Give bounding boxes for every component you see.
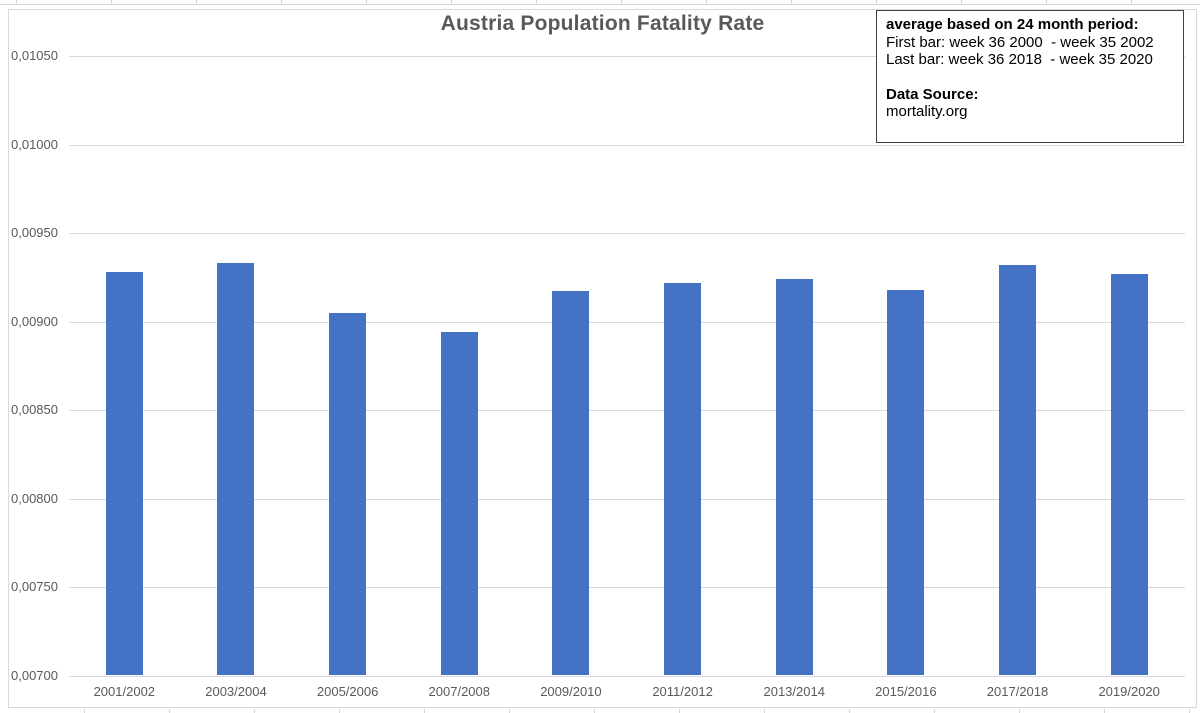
bar-2013-2014 (775, 279, 813, 676)
x-axis-tick-label: 2015/2016 (875, 684, 937, 699)
y-axis-tick-label: 0,00800 (11, 490, 58, 506)
x-axis-tick-label: 2005/2006 (316, 684, 379, 699)
annotation-spacer (886, 69, 1177, 86)
chart-title: Austria Population Fatality Rate (440, 12, 765, 35)
bar-2003-2004 (217, 263, 255, 676)
annotation-box: average based on 24 month period: First … (876, 10, 1184, 143)
annotation-source-value: mortality.org (886, 103, 968, 120)
x-axis-tick-label: 2007/2008 (428, 684, 490, 699)
bar-2009-2010 (552, 291, 590, 676)
x-axis-tick-label: 2009/2010 (540, 684, 602, 699)
annotation-last-bar: Last bar: week 36 2018 - week 35 2020 (886, 51, 1153, 68)
gridline (68, 233, 1185, 234)
bar-2005-2006 (329, 312, 367, 676)
y-axis-tick-label: 0,00900 (11, 313, 58, 329)
y-axis-tick-label: 0,01000 (11, 136, 58, 152)
x-axis-tick-label: 2019/2020 (1098, 684, 1160, 699)
spreadsheet-gridlines-bottom (0, 709, 1200, 713)
gridline (68, 56, 1185, 57)
y-axis-tick-label: 0,00850 (11, 402, 58, 417)
y-axis-tick-label: 0,00700 (11, 667, 58, 683)
gridline (68, 498, 1185, 500)
bar-2007-2008 (440, 332, 478, 676)
x-axis-tick-label: 2001/2002 (93, 684, 156, 699)
bar-2019-2020 (1110, 273, 1148, 676)
gridline (68, 144, 1185, 146)
y-axis-tick-label: 0,01050 (11, 48, 58, 63)
bar-2001-2002 (105, 271, 143, 676)
x-axis-tick-label: 2017/2018 (986, 684, 1049, 699)
y-axis-tick-label: 0,00750 (11, 579, 58, 594)
bar-2011-2012 (664, 282, 702, 676)
gridline (68, 321, 1185, 323)
x-axis-tick-label: 2011/2012 (652, 684, 713, 699)
x-axis-tick-label: 2013/2014 (763, 684, 825, 699)
bar-2015-2016 (887, 289, 925, 676)
bar-2017-2018 (999, 264, 1037, 676)
gridline (68, 587, 1185, 588)
gridline (68, 675, 1185, 677)
annotation-first-bar: First bar: week 36 2000 - week 35 2002 (886, 33, 1154, 51)
spreadsheet-gridlines-top (0, 0, 1200, 5)
gridline (68, 410, 1185, 411)
annotation-source-label: Data Source: (886, 85, 979, 103)
annotation-heading: average based on 24 month period: (886, 16, 1139, 33)
y-axis-tick-label: 0,00950 (11, 225, 58, 240)
x-axis-tick-label: 2003/2004 (205, 684, 267, 699)
